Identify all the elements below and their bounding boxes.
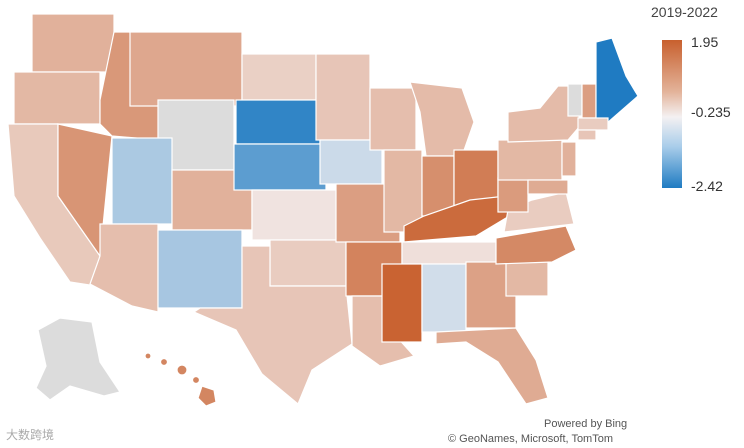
watermark-logo: 大数跨境 [6,428,55,442]
state-ut[interactable] [111,137,173,225]
state-tx[interactable] [192,245,353,405]
state-ak[interactable] [35,317,121,401]
legend-color-bar [662,40,682,188]
state-md[interactable] [527,179,569,195]
state-nd[interactable] [241,53,317,101]
state-wa[interactable] [31,13,115,73]
state-mt[interactable] [129,31,243,107]
state-ne[interactable] [233,143,327,191]
state-mi[interactable] [409,81,475,157]
legend-title: 2019-2022 [651,4,718,20]
state-wv[interactable] [497,177,529,213]
state-mn[interactable] [315,53,371,141]
state-pa[interactable] [497,139,563,181]
state-ok[interactable] [269,239,347,287]
state-tn[interactable] [401,241,497,265]
state-ma[interactable] [577,117,609,131]
state-al[interactable] [421,263,467,333]
state-me[interactable] [595,37,639,125]
state-or[interactable] [13,71,101,125]
state-az[interactable] [89,223,159,313]
state-ct[interactable] [577,129,597,141]
legend-min-label: -2.42 [691,178,723,194]
state-vt[interactable] [567,83,583,117]
state-wy[interactable] [157,99,235,171]
state-nh[interactable] [581,83,597,119]
state-nm[interactable] [157,229,243,309]
state-fl[interactable] [435,327,549,405]
state-nc[interactable] [495,225,577,265]
state-ks[interactable] [251,189,341,241]
state-il[interactable] [383,149,423,233]
state-hi[interactable] [144,352,217,407]
bing-attribution: Powered by Bing [544,418,628,430]
legend-max-label: 1.95 [691,34,719,50]
state-ms[interactable] [381,263,423,343]
state-wi[interactable] [369,87,417,151]
state-sd[interactable] [235,99,321,145]
legend-mid-label: -0.235 [691,104,731,120]
copyright-attribution: © GeoNames, Microsoft, TomTom [448,433,613,445]
state-nj[interactable] [561,141,577,177]
